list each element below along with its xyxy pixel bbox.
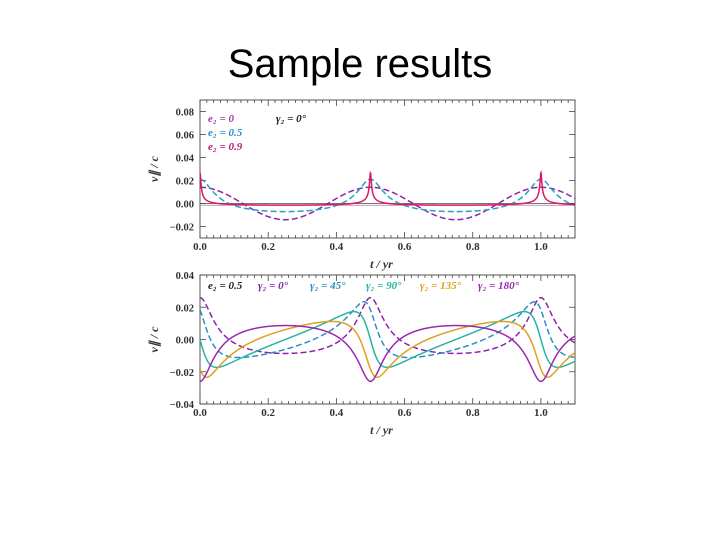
x-tick-label: 0.8 xyxy=(466,407,480,419)
x-tick-label: 1.0 xyxy=(534,241,548,253)
y-tick-label: 0.04 xyxy=(176,271,195,282)
x-tick-label: 0.0 xyxy=(193,241,207,253)
y-tick-label: −0.04 xyxy=(170,400,195,411)
y-tick-label: 0.02 xyxy=(176,177,194,188)
series-line-ecc-1 xyxy=(200,178,575,213)
panel-bottom-periapsis: 0.0 0.2 0.4 0.6 0.8 1.0 0.04 0.02 0.00 −0.02 −0.04… xyxy=(147,271,576,437)
y-tick-label: −0.02 xyxy=(170,223,194,234)
x-tick-label: 0.0 xyxy=(193,407,207,419)
y-tick-label: 0.08 xyxy=(176,108,194,119)
y-tick-label: 0.06 xyxy=(176,131,194,142)
y-tick-label: 0.00 xyxy=(176,200,194,211)
x-tick-label: 0.6 xyxy=(398,407,412,419)
legend-entry: e₂ = 0 xyxy=(208,113,234,125)
legend-entry: γ₂ = 0° xyxy=(276,113,307,125)
legend-entry: γ₂ = 180° xyxy=(478,280,520,292)
legend-entry: γ₂ = 0° xyxy=(258,280,289,292)
x-tick-label: 0.2 xyxy=(261,241,275,253)
x-axis-label: t / yr xyxy=(370,257,393,271)
series-line-gamma-0 xyxy=(200,296,575,355)
y-tick-label: −0.02 xyxy=(170,368,194,379)
y-tick-label: 0.02 xyxy=(176,303,194,314)
slide-title: Sample results xyxy=(227,42,493,86)
y-axis-label: v∥ / c xyxy=(147,155,161,182)
x-tick-label: 0.4 xyxy=(329,407,343,419)
x-tick-label: 0.2 xyxy=(261,407,275,419)
legend-entry: γ₂ = 45° xyxy=(310,280,346,292)
y-axis-label: v∥ / c xyxy=(147,326,161,353)
x-axis-label: t / yr xyxy=(370,423,393,437)
series-line-ecc-0 xyxy=(200,186,575,221)
plot-frame xyxy=(199,99,576,239)
legend-entry: e₂ = 0.5 xyxy=(208,280,243,292)
x-tick-label: 0.6 xyxy=(398,241,412,253)
series-line-gamma-1 xyxy=(200,300,575,359)
legend-entry: γ₂ = 90° xyxy=(366,280,402,292)
series-line-ecc-2 xyxy=(200,169,575,206)
legend-entry: γ₂ = 135° xyxy=(420,280,462,292)
x-tick-label: 1.0 xyxy=(534,407,548,419)
legend-entry: e₂ = 0.5 xyxy=(208,127,243,139)
y-tick-label: 0.04 xyxy=(176,154,195,165)
series-line-gamma-4 xyxy=(200,324,575,383)
x-tick-label: 0.4 xyxy=(329,241,343,253)
x-tick-label: 0.8 xyxy=(466,241,480,253)
y-tick-label: 0.00 xyxy=(176,336,194,347)
series-line-gamma-2 xyxy=(200,310,575,369)
panel-top-eccentricity: 0.0 0.2 0.4 0.6 0.8 1.0 0.08 0.06 0.04 0.02 0.00 −0… xyxy=(147,99,576,271)
series-line-gamma-3 xyxy=(200,320,575,379)
legend-entry: e₂ = 0.9 xyxy=(208,141,243,153)
